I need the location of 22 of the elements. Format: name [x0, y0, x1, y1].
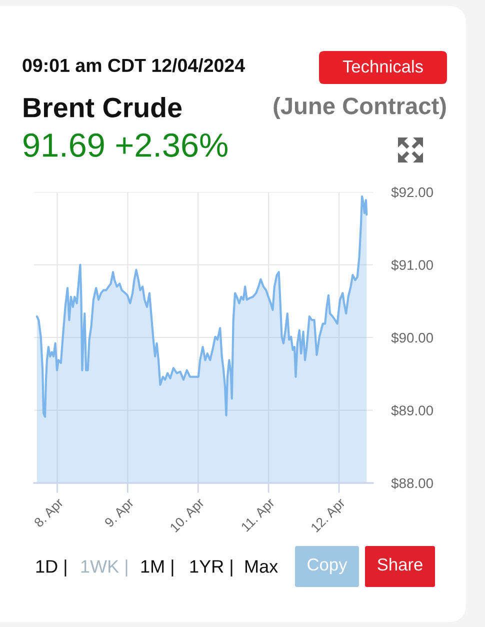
text: 1M |	[141, 560, 174, 576]
text: 1WK |	[81, 560, 128, 576]
text: Copy	[308, 558, 348, 574]
y-tick-label: $91.00	[391, 260, 433, 271]
y-tick-label: $92.00	[391, 186, 433, 198]
y-tick-label: $90.00	[391, 332, 433, 344]
chart-title: Brent Crude	[24, 97, 182, 118]
text: Share	[378, 558, 422, 571]
x-tick-label: 9. Apr	[104, 497, 136, 530]
x-tick-label: 11. Apr	[240, 497, 278, 534]
chart-subtitle: (June Contract)	[274, 96, 446, 120]
text: Max	[245, 560, 278, 573]
x-tick-label: 8. Apr	[34, 497, 66, 530]
text: Technicals	[342, 60, 423, 73]
text: 1YR |	[190, 560, 232, 576]
y-tick-label: $89.00	[391, 405, 433, 416]
x-tick-label: 12. Apr	[310, 497, 348, 534]
text: 09:01 am CDT 12/04/2024	[22, 58, 245, 72]
text: 1D |	[36, 560, 66, 576]
x-tick-label: 10. Apr	[170, 497, 207, 534]
y-tick-label: $88.00	[391, 478, 433, 489]
text: 91.69 +2.36%	[24, 133, 228, 157]
